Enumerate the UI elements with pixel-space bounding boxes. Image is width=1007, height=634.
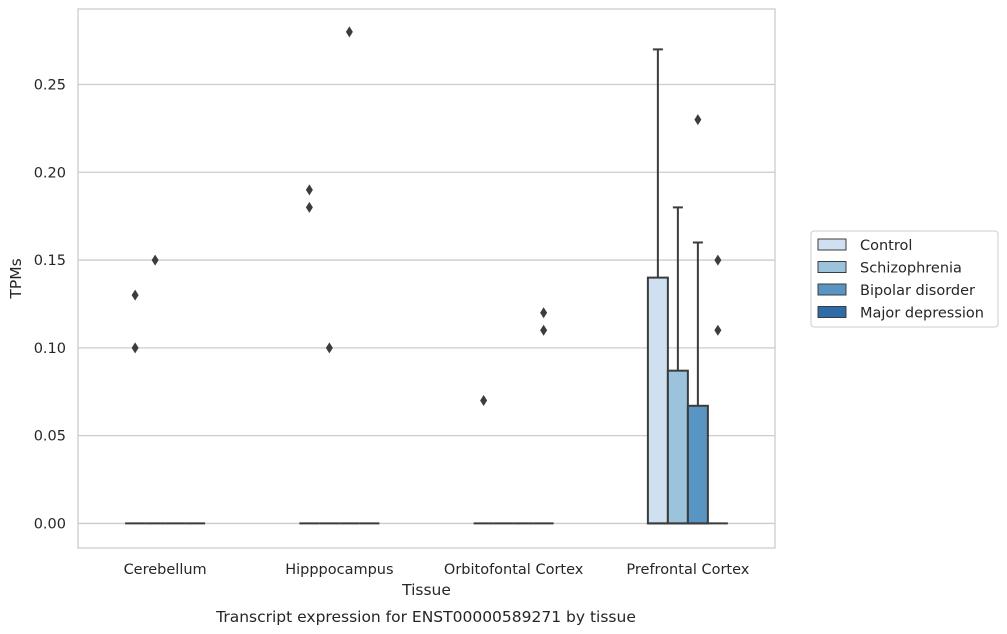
legend-label: Control: [860, 238, 912, 254]
box: [686, 404, 709, 525]
box-group: [646, 48, 669, 525]
x-axis-label: Tissue: [401, 581, 451, 599]
y-tick-label: 0.00: [34, 516, 66, 532]
y-tick-label: 0.15: [34, 253, 66, 269]
box: [646, 276, 669, 525]
box-group: [299, 184, 320, 525]
legend-label: Bipolar disorder: [860, 283, 975, 299]
box-group: [533, 307, 554, 525]
legend-swatch: [817, 306, 847, 318]
legend-label: Major depression: [860, 306, 984, 322]
x-tick-label: Prefrontal Cortex: [626, 562, 749, 578]
outlier-point: [151, 254, 159, 266]
outlier-point: [305, 201, 313, 213]
outlier-point: [131, 342, 139, 354]
outlier-point: [480, 395, 488, 407]
legend: Control Schizophrenia Bipolar disorder Majo…: [810, 230, 999, 328]
legend-item: Control: [817, 238, 912, 254]
y-tick-label: 0.20: [34, 165, 66, 181]
legend-item: Major depression: [817, 306, 984, 322]
box-group: [707, 254, 728, 525]
legend-label: Schizophrenia: [860, 261, 962, 277]
box-group: [339, 26, 360, 525]
legend-swatch: [817, 283, 847, 296]
x-tick-label: Cerebellum: [124, 562, 207, 578]
y-tick-label: 0.10: [34, 341, 66, 357]
outlier-point: [694, 114, 702, 126]
box-group: [666, 206, 689, 525]
y-tick-label: 0.25: [34, 77, 66, 93]
legend-item: Bipolar disorder: [817, 283, 975, 299]
x-tick-labels: Cerebellum Hipppocampus Orbitofontal Corte…: [124, 562, 750, 578]
legend-swatch: [817, 261, 847, 273]
y-tick-labels: 0.00 0.05 0.10 0.15 0.20 0.25: [34, 77, 66, 532]
outlier-point: [714, 254, 722, 266]
outlier-point: [345, 26, 353, 38]
figure-caption: Transcript expression for ENST0000058927…: [215, 608, 636, 626]
y-tick-label: 0.05: [34, 429, 66, 445]
legend-swatch: [817, 238, 847, 251]
plot-marks: [125, 26, 728, 525]
legend-box: [810, 230, 999, 328]
box-group: [473, 395, 494, 525]
outlier-point: [714, 324, 722, 336]
x-tick-label: Hipppocampus: [285, 562, 393, 578]
outlier-point: [540, 307, 548, 319]
y-axis-label: TPMs: [7, 258, 25, 299]
outlier-point: [305, 184, 313, 196]
box-group: [319, 342, 340, 525]
legend-item: Schizophrenia: [817, 261, 962, 277]
outlier-point: [540, 324, 548, 336]
outlier-point: [131, 289, 139, 301]
outlier-point: [325, 342, 333, 354]
plot-frame: [77, 8, 776, 549]
box: [666, 369, 689, 525]
box-group: [686, 114, 709, 525]
x-tick-label: Orbitofontal Cortex: [444, 562, 584, 578]
box-group: [145, 254, 166, 525]
box-group: [125, 289, 146, 525]
